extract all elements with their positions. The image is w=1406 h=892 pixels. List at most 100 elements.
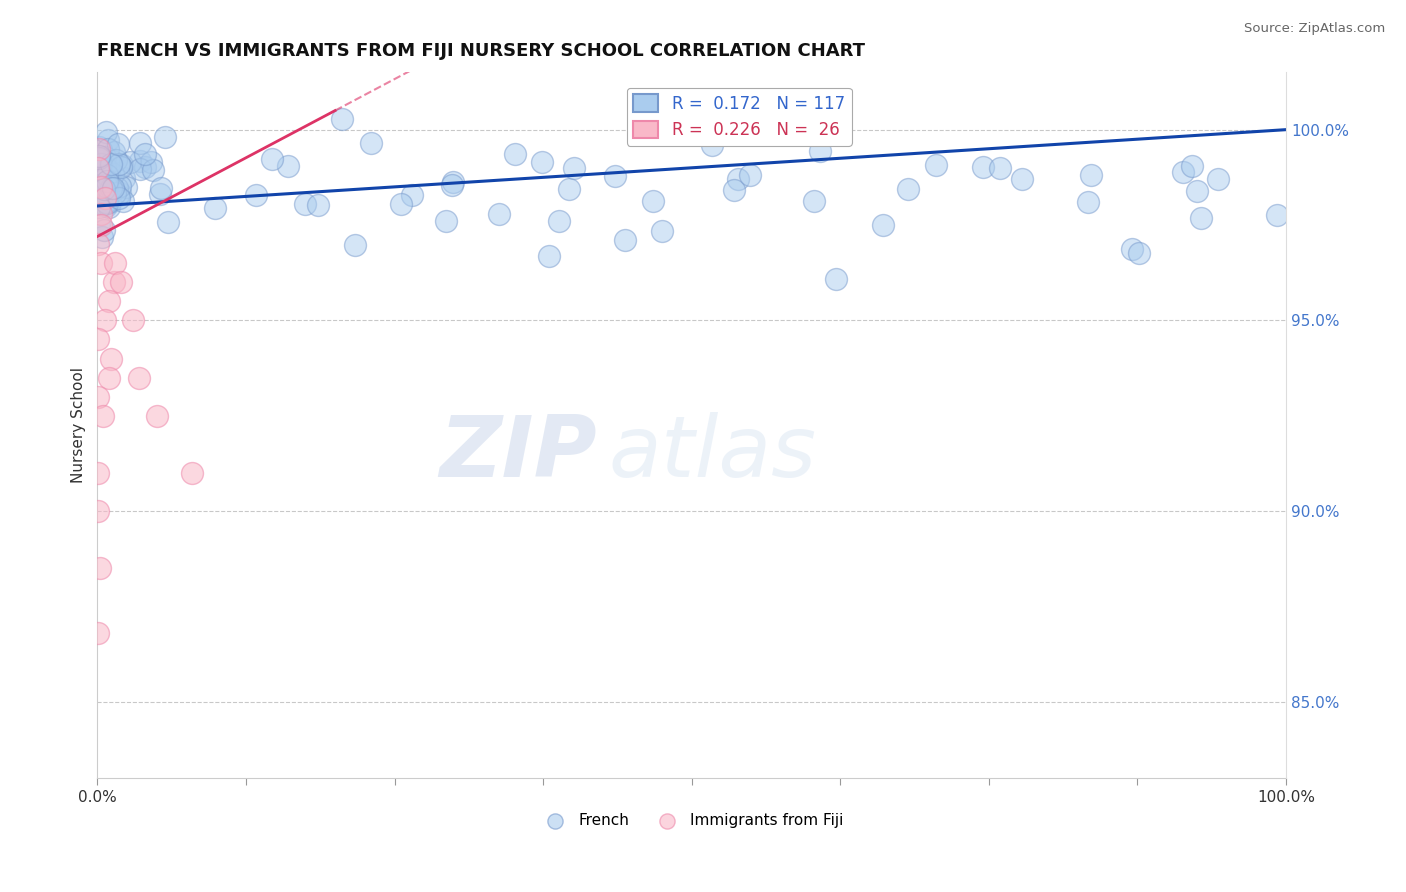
Point: [988, 161, 1011, 175]
Point: [808, 144, 831, 158]
Point: [149, 186, 172, 201]
Point: [1171, 165, 1194, 179]
Point: [614, 233, 637, 247]
Point: [93, 223, 115, 237]
Point: [87, 626, 110, 640]
Point: [90, 206, 112, 220]
Point: [87, 218, 110, 232]
Point: [100, 351, 122, 366]
Point: [87, 140, 110, 154]
Point: [157, 215, 180, 229]
Point: [651, 224, 673, 238]
Point: [87, 200, 110, 214]
Point: [401, 188, 423, 202]
Point: [87, 142, 110, 156]
Point: [548, 214, 571, 228]
Point: [343, 238, 366, 252]
Point: [87, 161, 110, 175]
Point: [641, 194, 664, 208]
Legend: French, Immigrants from Fiji: French, Immigrants from Fiji: [534, 807, 849, 834]
Point: [110, 186, 132, 200]
Point: [94, 195, 117, 210]
Point: [89, 171, 111, 186]
Point: [108, 179, 131, 194]
Point: [872, 218, 894, 232]
Point: [441, 175, 464, 189]
Point: [97, 370, 120, 384]
Point: [562, 161, 585, 175]
Point: [90, 143, 112, 157]
Point: [603, 169, 626, 184]
Point: [100, 186, 122, 200]
Text: FRENCH VS IMMIGRANTS FROM FIJI NURSERY SCHOOL CORRELATION CHART: FRENCH VS IMMIGRANTS FROM FIJI NURSERY S…: [97, 42, 865, 60]
Point: [93, 182, 115, 196]
Point: [530, 155, 553, 169]
Point: [96, 174, 118, 188]
Point: [700, 137, 723, 152]
Point: [307, 197, 329, 211]
Point: [389, 197, 412, 211]
Point: [1121, 242, 1143, 256]
Point: [537, 248, 560, 262]
Point: [94, 191, 117, 205]
Point: [100, 154, 122, 169]
Point: [972, 160, 994, 174]
Point: [112, 194, 135, 208]
Point: [97, 178, 120, 192]
Point: [1181, 159, 1204, 173]
Point: [103, 145, 125, 159]
Point: [330, 112, 353, 126]
Point: [91, 177, 114, 191]
Point: [129, 136, 152, 150]
Point: [727, 171, 749, 186]
Point: [824, 271, 846, 285]
Point: [98, 194, 121, 209]
Point: [139, 154, 162, 169]
Point: [925, 158, 948, 172]
Point: [134, 147, 156, 161]
Point: [87, 169, 110, 184]
Point: [87, 333, 110, 347]
Point: [1080, 168, 1102, 182]
Point: [803, 194, 825, 209]
Point: [96, 196, 118, 211]
Point: [128, 370, 150, 384]
Point: [100, 157, 122, 171]
Point: [558, 182, 581, 196]
Point: [89, 561, 111, 575]
Point: [155, 130, 177, 145]
Point: [146, 409, 169, 423]
Point: [94, 150, 117, 164]
Point: [277, 159, 299, 173]
Point: [98, 194, 121, 209]
Point: [204, 201, 226, 215]
Point: [1189, 211, 1212, 226]
Point: [87, 390, 110, 404]
Point: [115, 180, 138, 194]
Point: [181, 466, 204, 480]
Point: [1267, 208, 1289, 222]
Point: [90, 180, 112, 194]
Point: [488, 207, 510, 221]
Point: [97, 142, 120, 156]
Point: [87, 466, 110, 480]
Text: Source: ZipAtlas.com: Source: ZipAtlas.com: [1244, 22, 1385, 36]
Y-axis label: Nursery School: Nursery School: [72, 368, 86, 483]
Point: [94, 160, 117, 174]
Point: [110, 275, 132, 289]
Point: [94, 124, 117, 138]
Point: [97, 177, 120, 191]
Point: [87, 151, 110, 165]
Point: [503, 147, 526, 161]
Point: [103, 275, 125, 289]
Point: [104, 186, 127, 201]
Point: [1128, 246, 1150, 260]
Point: [111, 158, 134, 172]
Point: [118, 155, 141, 169]
Point: [96, 180, 118, 194]
Point: [90, 218, 112, 232]
Point: [93, 153, 115, 167]
Point: [110, 160, 132, 174]
Point: [1011, 172, 1033, 186]
Point: [1206, 172, 1229, 186]
